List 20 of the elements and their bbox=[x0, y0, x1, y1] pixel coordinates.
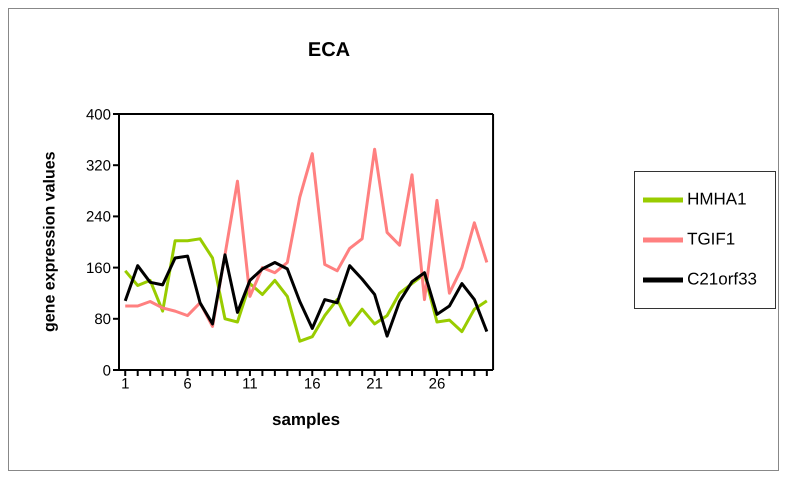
x-tick-label: 11 bbox=[242, 376, 258, 393]
chart-title: ECA bbox=[306, 39, 352, 62]
y-tick-label: 0 bbox=[102, 362, 111, 380]
line-series bbox=[124, 148, 488, 328]
y-tick-label: 400 bbox=[86, 106, 111, 124]
legend-label: HMHA1 bbox=[687, 188, 747, 208]
x-tick-label: 26 bbox=[428, 376, 446, 393]
x-axis-title: samples bbox=[272, 410, 340, 429]
y-tick-label: 240 bbox=[86, 208, 111, 226]
legend-label: TGIF1 bbox=[687, 228, 736, 248]
x-tick-label: 1 bbox=[121, 376, 130, 393]
x-tick-label: 16 bbox=[304, 376, 321, 393]
y-tick-label: 320 bbox=[86, 158, 111, 175]
line-series bbox=[124, 253, 488, 338]
y-tick-label: 80 bbox=[94, 311, 111, 328]
x-tick-label: 21 bbox=[366, 376, 383, 393]
legend-label: C21orf33 bbox=[687, 268, 757, 288]
y-axis-title: gene expression values bbox=[42, 151, 59, 332]
y-tick-label: 160 bbox=[86, 260, 111, 277]
x-tick-label: 6 bbox=[183, 376, 192, 393]
